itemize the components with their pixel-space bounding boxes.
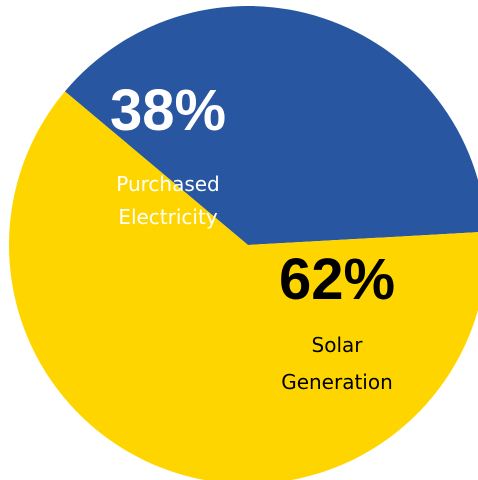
data-label-purchased-electricity-percent: 38% [110, 78, 226, 143]
pie-slice-purchased-electricity [64, 6, 478, 245]
category-label-purchased-electricity-line-2: Electricity [118, 205, 218, 229]
data-label-solar-generation-percent: 62% [279, 247, 395, 312]
category-label-solar-generation-line-1: Solar [312, 333, 364, 357]
category-label-solar-generation-line-2: Generation [281, 370, 393, 394]
category-label-purchased-electricity-line-1: Purchased [116, 172, 220, 196]
pie-slice-solar-generation [9, 91, 478, 480]
